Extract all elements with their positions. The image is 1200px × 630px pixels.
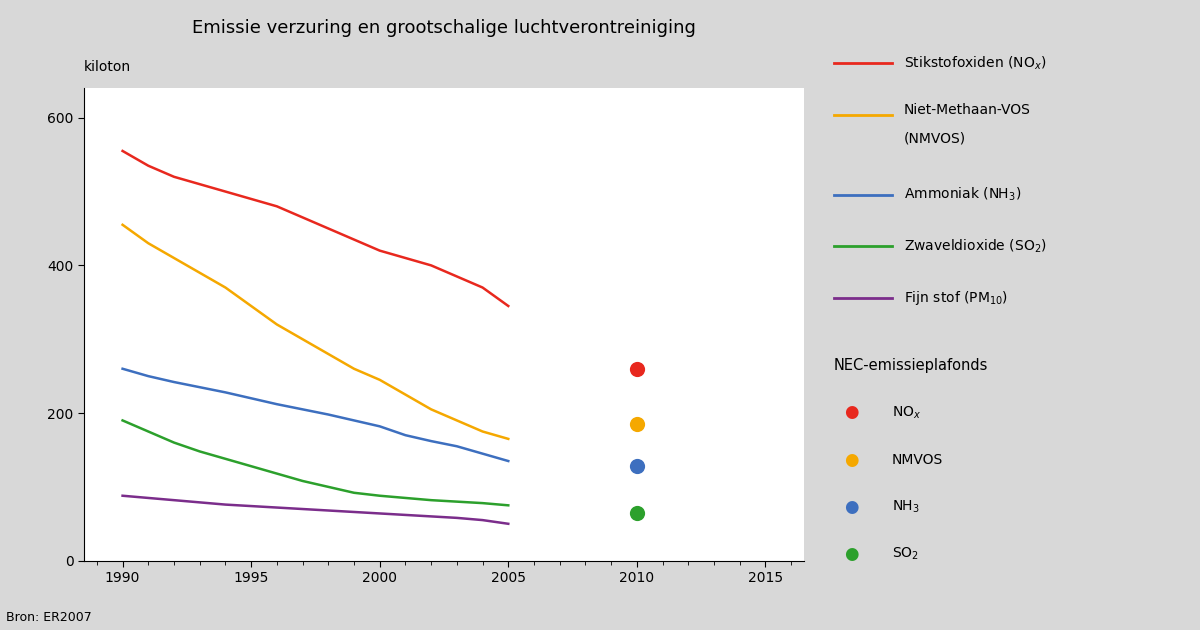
- Text: NH$_3$: NH$_3$: [892, 499, 919, 515]
- Point: [628, 419, 647, 429]
- Text: NMVOS: NMVOS: [892, 453, 943, 467]
- Text: NEC-emissieplafonds: NEC-emissieplafonds: [834, 358, 989, 373]
- Text: Niet-Methaan-VOS: Niet-Methaan-VOS: [904, 103, 1031, 117]
- Text: Stikstofoxiden (NO$_x$): Stikstofoxiden (NO$_x$): [904, 54, 1046, 72]
- Text: Bron: ER2007: Bron: ER2007: [6, 610, 91, 624]
- Point: [628, 364, 647, 374]
- Point: [628, 461, 647, 471]
- Text: kiloton: kiloton: [84, 60, 131, 74]
- Text: Emissie verzuring en grootschalige luchtverontreiniging: Emissie verzuring en grootschalige lucht…: [192, 19, 696, 37]
- Text: SO$_2$: SO$_2$: [892, 546, 919, 563]
- Text: ●: ●: [844, 450, 858, 469]
- Point: [628, 508, 647, 518]
- Text: Ammoniak (NH$_3$): Ammoniak (NH$_3$): [904, 186, 1021, 203]
- Text: ●: ●: [844, 403, 858, 421]
- Text: NO$_x$: NO$_x$: [892, 404, 920, 421]
- Text: Zwaveldioxide (SO$_2$): Zwaveldioxide (SO$_2$): [904, 238, 1046, 255]
- Text: ●: ●: [844, 498, 858, 516]
- Text: ●: ●: [844, 545, 858, 563]
- Text: Fijn stof (PM$_{10}$): Fijn stof (PM$_{10}$): [904, 289, 1008, 307]
- Text: (NMVOS): (NMVOS): [904, 132, 966, 146]
